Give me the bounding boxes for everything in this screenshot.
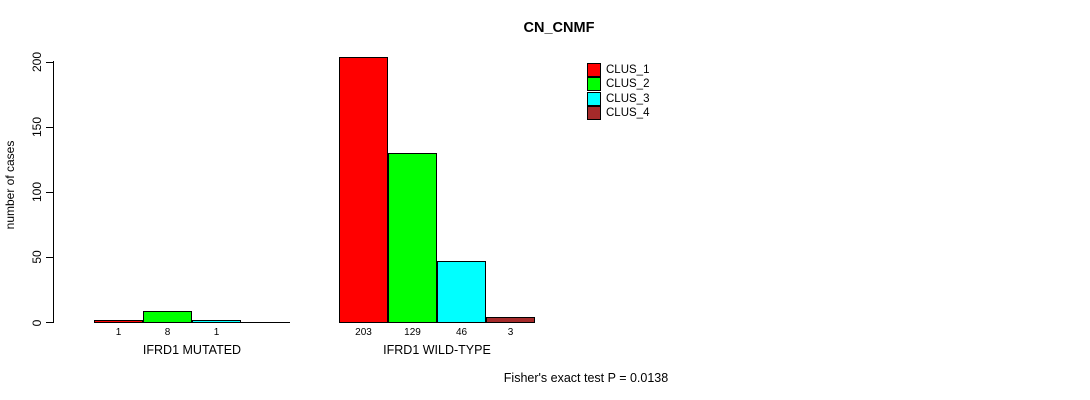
bar [388,153,437,323]
legend-item: CLUS_2 [587,77,650,92]
y-tick [46,256,53,258]
fisher-test-annotation: Fisher's exact test P = 0.0138 [503,371,669,385]
legend-swatch-icon [587,106,601,121]
y-tick-label: 50 [30,250,44,265]
bar [437,261,486,323]
bar-value-label: 129 [404,327,421,338]
x-group-label: IFRD1 WILD-TYPE [383,343,491,357]
y-tick-label: 0 [30,319,44,326]
legend-swatch-icon [587,91,601,106]
legend-label: CLUS_4 [606,107,650,120]
legend-label: CLUS_3 [606,92,650,105]
chart-title: CN_CNMF [523,20,595,36]
y-tick-label: 150 [30,117,44,138]
bar [94,320,143,323]
bar-value-label: 203 [355,327,372,338]
bar-value-label: 8 [164,327,171,338]
y-axis [53,61,54,323]
y-tick-label: 100 [30,182,44,203]
legend-item: CLUS_4 [587,106,650,121]
x-group-label: IFRD1 MUTATED [142,343,242,357]
legend-label: CLUS_1 [606,63,650,76]
bar-value-label: 46 [455,327,468,338]
y-tick [46,126,53,128]
bar-value-label: 1 [213,327,220,338]
bar [339,57,388,323]
y-tick [46,61,53,63]
bar-zero [241,322,290,323]
y-tick-label: 200 [30,51,44,73]
bar [143,311,192,323]
legend-swatch-icon [587,62,601,77]
bar [486,317,535,323]
legend-item: CLUS_1 [587,62,650,77]
bar-value-label: 3 [507,327,514,338]
bar-value-label: 1 [115,327,122,338]
y-axis-label: number of cases [3,140,17,230]
legend-label: CLUS_2 [606,78,650,91]
y-tick [46,191,53,193]
bar [192,320,241,323]
legend-item: CLUS_3 [587,91,650,106]
legend-swatch-icon [587,77,601,92]
y-tick [46,322,53,323]
